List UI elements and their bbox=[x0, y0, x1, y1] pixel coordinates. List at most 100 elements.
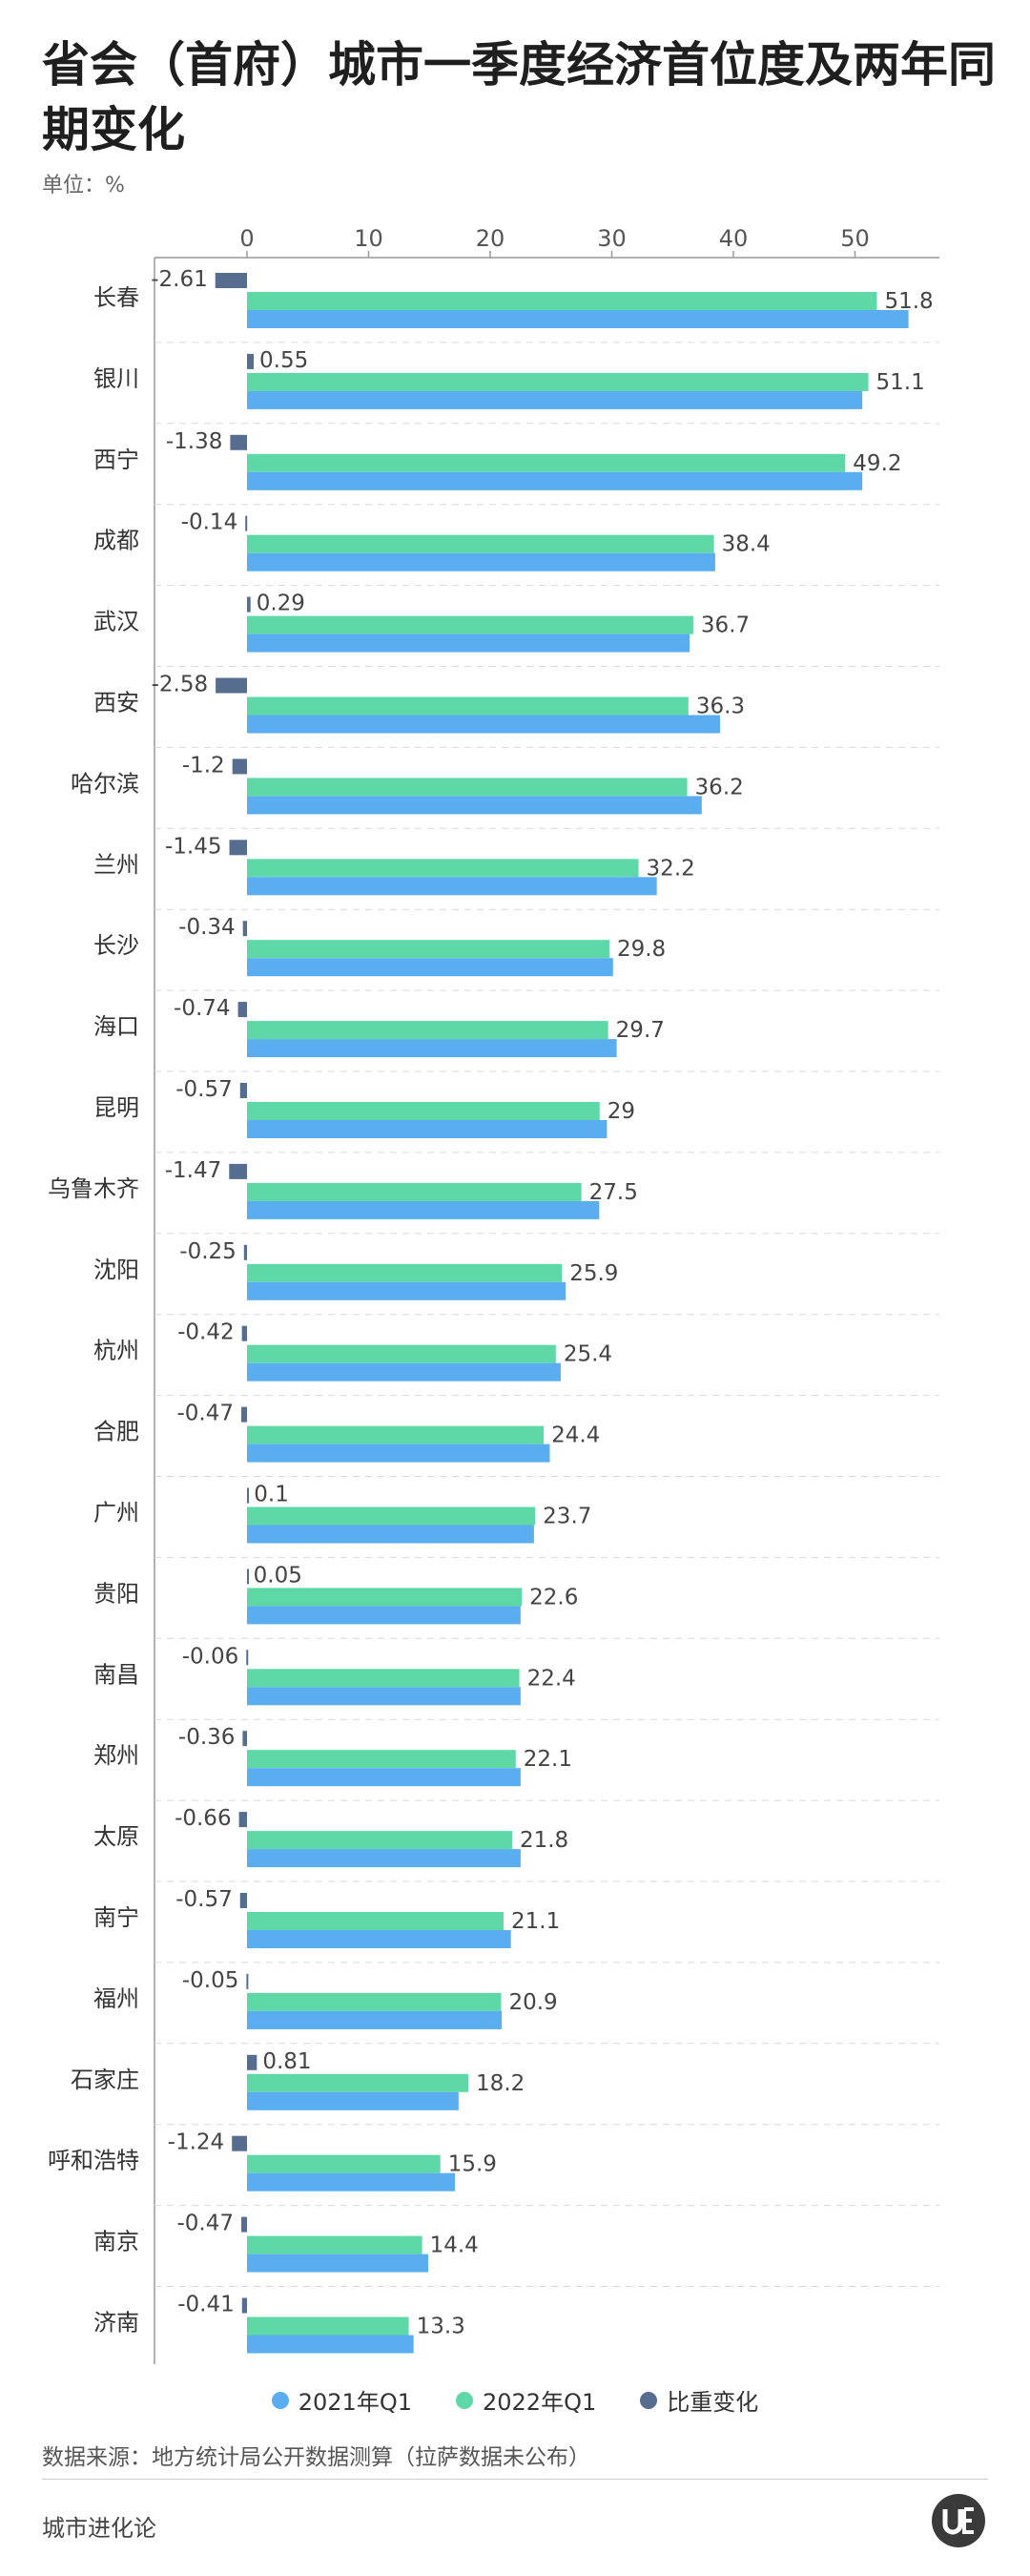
bar-change bbox=[215, 273, 247, 288]
brand-logo-icon bbox=[932, 2494, 985, 2547]
bar-change bbox=[241, 2297, 247, 2314]
bar-2021 bbox=[247, 1606, 521, 1625]
label-change: -2.61 bbox=[151, 267, 208, 292]
bar-change bbox=[229, 840, 247, 856]
category-label: 昆明 bbox=[93, 1094, 139, 1121]
label-change: -1.2 bbox=[182, 753, 225, 778]
bar-2022 bbox=[247, 940, 609, 959]
category-label: 海口 bbox=[93, 1013, 139, 1040]
label-2022: 22.1 bbox=[524, 1747, 572, 1772]
bar-change bbox=[239, 1083, 247, 1098]
category-label: 石家庄 bbox=[71, 2067, 139, 2093]
category-label: 广州 bbox=[93, 1500, 139, 1527]
chart-title: 省会（首府）城市一季度经济首位度及两年同期变化 bbox=[42, 37, 996, 157]
label-change: -0.47 bbox=[176, 2212, 234, 2236]
bar-2022 bbox=[247, 292, 877, 310]
bar-2022 bbox=[247, 1182, 582, 1201]
label-change: -2.58 bbox=[152, 673, 209, 697]
bar-2022 bbox=[247, 1263, 563, 1282]
bar-2021 bbox=[247, 1768, 521, 1787]
category-label: 南宁 bbox=[93, 1904, 139, 1931]
bar-change bbox=[216, 677, 247, 694]
category-label: 贵阳 bbox=[93, 1580, 139, 1607]
bar-change bbox=[241, 1325, 247, 1341]
label-change: -0.66 bbox=[175, 1806, 232, 1831]
bar-2022 bbox=[247, 534, 714, 553]
bar-change bbox=[229, 1163, 247, 1179]
label-2022: 23.7 bbox=[543, 1505, 591, 1529]
bar-2021 bbox=[247, 1444, 550, 1463]
bar-2021 bbox=[247, 1039, 617, 1058]
label-change: -0.05 bbox=[182, 1968, 239, 1993]
bar-2022 bbox=[247, 1669, 520, 1688]
bar-2022 bbox=[247, 2154, 441, 2173]
bar-2021 bbox=[247, 390, 863, 409]
bar-2022 bbox=[247, 1344, 556, 1363]
label-2022: 21.8 bbox=[520, 1828, 568, 1853]
bar-change bbox=[247, 1568, 249, 1585]
label-change: 0.55 bbox=[259, 348, 308, 373]
label-change: -0.14 bbox=[181, 510, 238, 535]
bar-2021 bbox=[247, 715, 720, 734]
bar-2021 bbox=[247, 1930, 511, 1948]
x-tick-label: 40 bbox=[719, 225, 749, 252]
legend-label-2021: 2021年Q1 bbox=[298, 2389, 412, 2416]
bar-2022 bbox=[247, 1750, 516, 1769]
label-2022: 22.6 bbox=[529, 1585, 578, 1610]
bar-2022 bbox=[247, 453, 846, 472]
category-label: 太原 bbox=[93, 1823, 139, 1850]
label-change: 0.1 bbox=[254, 1483, 289, 1507]
legend-item-2022[interactable]: 2022年Q1 bbox=[456, 2383, 596, 2417]
label-2022: 21.1 bbox=[511, 1909, 560, 1934]
label-2022: 38.4 bbox=[722, 532, 771, 557]
bar-2022 bbox=[247, 778, 688, 797]
data-source: 数据来源：地方统计局公开数据测算（拉萨数据未公布） bbox=[42, 2445, 590, 2470]
bar-2022 bbox=[247, 1992, 502, 2011]
label-2022: 49.2 bbox=[853, 451, 901, 476]
label-change: -0.34 bbox=[178, 915, 236, 940]
bar-2021 bbox=[247, 796, 702, 815]
x-tick-label: 10 bbox=[354, 225, 383, 252]
legend-dot-2021 bbox=[271, 2391, 289, 2409]
bar-2022 bbox=[247, 615, 693, 634]
bar-2021 bbox=[247, 1362, 561, 1381]
label-change: 0.29 bbox=[257, 592, 305, 616]
bar-change bbox=[242, 1731, 247, 1747]
bar-change bbox=[241, 1406, 247, 1423]
label-2022: 27.5 bbox=[589, 1180, 638, 1205]
bar-change bbox=[232, 758, 247, 775]
bar-2021 bbox=[247, 2091, 459, 2110]
category-label: 呼和浩特 bbox=[48, 2148, 139, 2174]
bar-change bbox=[238, 1812, 247, 1828]
bar-2022 bbox=[247, 696, 689, 716]
label-change: -0.57 bbox=[175, 1077, 233, 1102]
bar-2021 bbox=[247, 310, 909, 328]
bar-2022 bbox=[247, 1506, 536, 1526]
label-2022: 36.3 bbox=[696, 695, 745, 719]
label-2022: 36.2 bbox=[695, 775, 744, 800]
bar-2022 bbox=[247, 1021, 608, 1040]
bar-2022 bbox=[247, 1831, 512, 1850]
legend-dot-2022 bbox=[456, 2391, 473, 2409]
legend-item-2021[interactable]: 2021年Q1 bbox=[271, 2383, 412, 2417]
category-label: 合肥 bbox=[93, 1419, 139, 1445]
bar-2021 bbox=[247, 2335, 414, 2354]
bar-change bbox=[247, 596, 251, 613]
bar-change bbox=[243, 1244, 247, 1260]
label-2022: 20.9 bbox=[508, 1990, 557, 2015]
x-tick-label: 0 bbox=[239, 225, 254, 252]
bar-2022 bbox=[247, 2316, 409, 2336]
label-change: 0.05 bbox=[254, 1563, 302, 1588]
bar-change bbox=[242, 921, 247, 937]
label-2022: 36.7 bbox=[701, 613, 750, 638]
bar-2021 bbox=[247, 877, 657, 896]
x-tick-label: 20 bbox=[476, 225, 505, 252]
category-label: 西安 bbox=[93, 690, 139, 717]
legend-item-change[interactable]: 比重变化 bbox=[640, 2383, 758, 2417]
bar-2022 bbox=[247, 1912, 505, 1930]
unit-label: 单位：% bbox=[42, 174, 125, 197]
brand-name: 城市进化论 bbox=[42, 2515, 156, 2542]
bar-change bbox=[247, 2054, 258, 2070]
bar-2021 bbox=[247, 471, 863, 490]
bar-2022 bbox=[247, 1425, 545, 1444]
